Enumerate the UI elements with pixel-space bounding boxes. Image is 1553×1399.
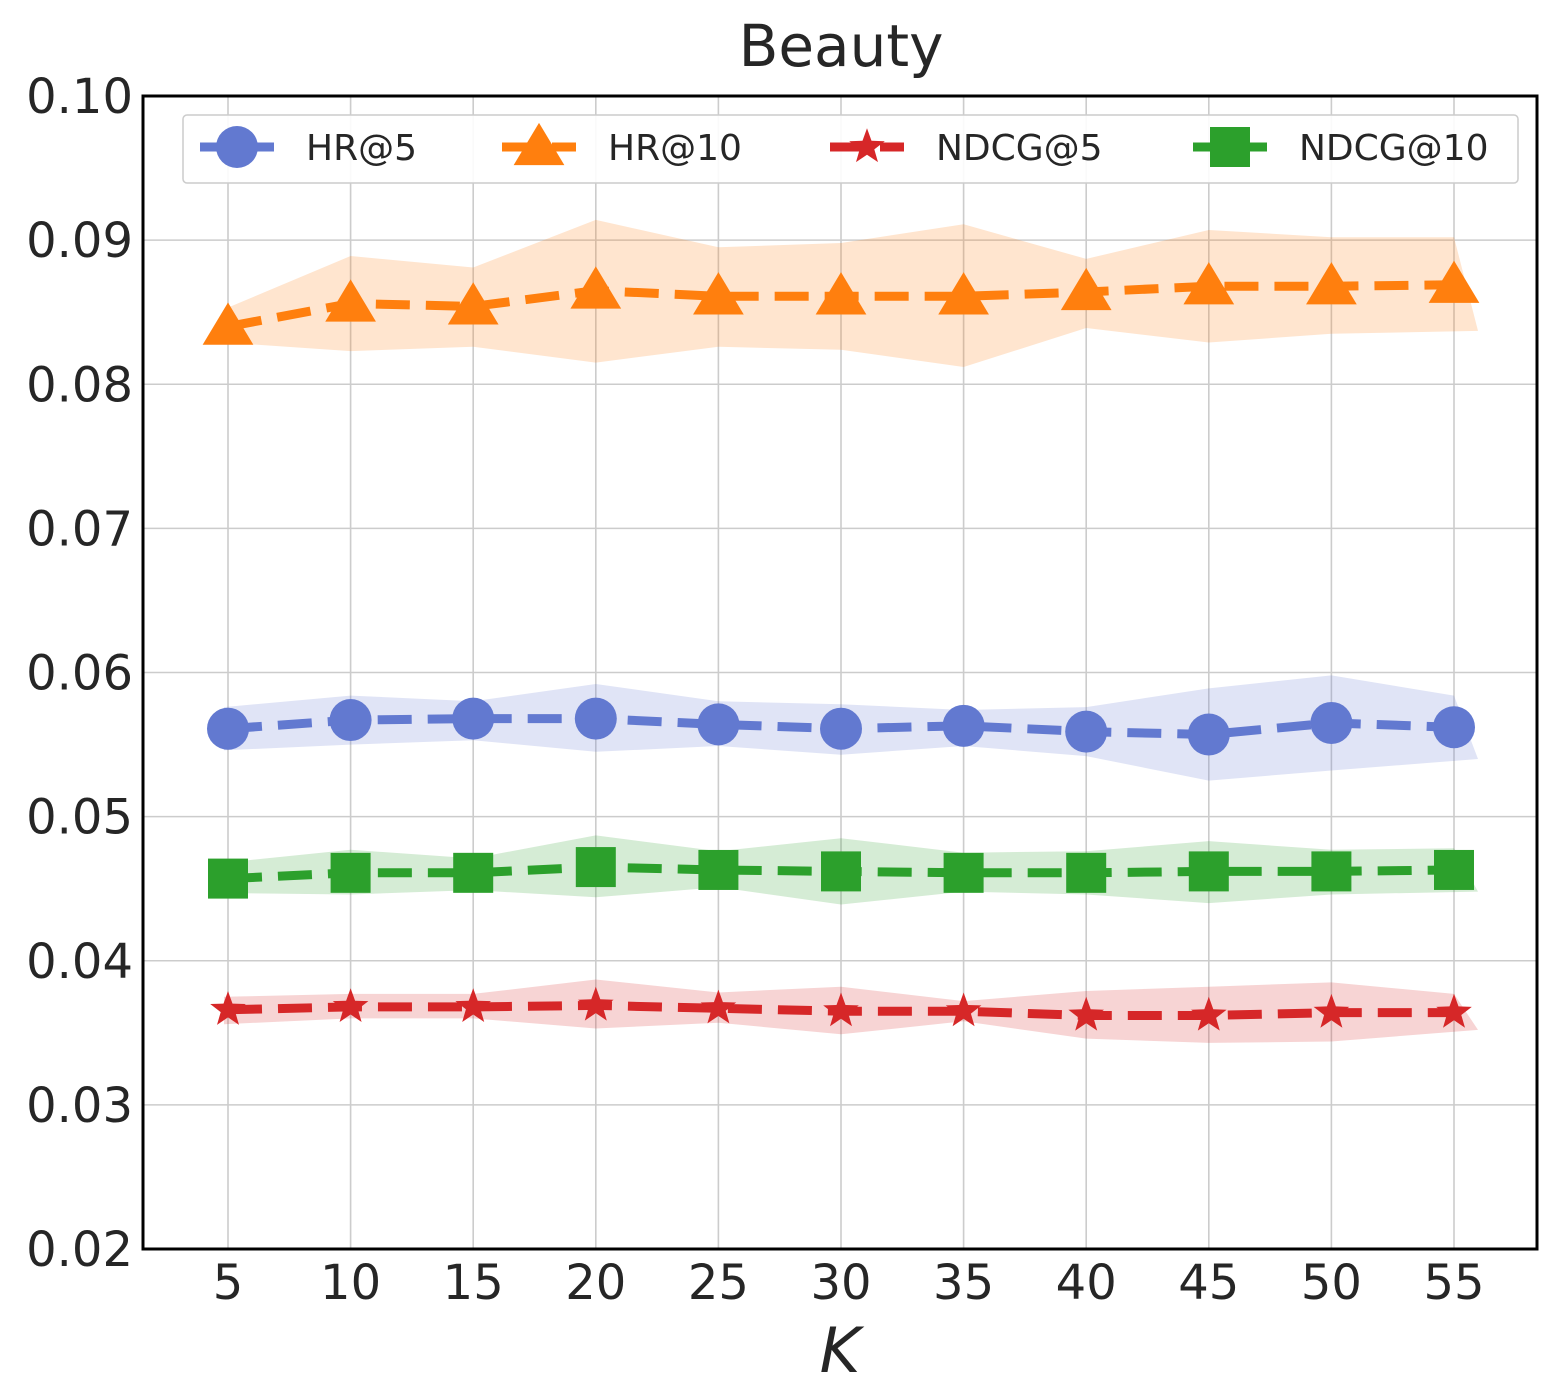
legend-marker-ndcg-10 [1210, 127, 1250, 167]
point-ndcg-10 [330, 852, 371, 893]
point-hr-10 [815, 272, 867, 315]
point-hr-10 [1306, 262, 1357, 305]
point-hr-5 [452, 697, 495, 740]
series-markers [202, 260, 1480, 1031]
x-tick-label: 40 [1056, 1255, 1117, 1311]
point-hr-10 [1183, 262, 1235, 305]
point-ndcg-10 [208, 858, 248, 899]
point-hr-5 [942, 704, 985, 747]
legend-label-hr-5: HR@5 [306, 128, 417, 169]
legend-marker-hr-5 [216, 126, 258, 168]
legend-marker-hr-10 [513, 122, 565, 166]
point-ndcg-5 [210, 991, 246, 1025]
legend-entry-ndcg-10: NDCG@10 [1193, 127, 1489, 169]
x-axis-label: K [820, 1314, 865, 1387]
y-tick-label: 0.06 [26, 646, 133, 702]
axes-frame [141, 94, 1539, 1251]
legend-entry-ndcg-5: NDCG@5 [830, 128, 1103, 169]
point-hr-10 [693, 272, 744, 315]
point-ndcg-10 [821, 851, 861, 892]
x-tick-label: 20 [565, 1255, 626, 1311]
point-hr-5 [820, 707, 862, 750]
point-hr-5 [574, 697, 617, 740]
point-hr-10 [938, 272, 989, 315]
point-hr-5 [697, 703, 740, 746]
point-hr-10 [447, 282, 499, 325]
point-hr-5 [1187, 713, 1230, 756]
point-ndcg-5 [455, 988, 491, 1022]
x-tick-label: 45 [1178, 1255, 1239, 1311]
y-tick-label: 0.04 [26, 934, 133, 990]
point-ndcg-5 [945, 992, 982, 1027]
x-tick-label: 50 [1301, 1255, 1362, 1311]
point-ndcg-10 [698, 849, 739, 890]
legend-entry-hr-10: HR@10 [502, 122, 742, 169]
x-tick-label: 25 [688, 1255, 749, 1311]
y-tick-label: 0.07 [26, 501, 133, 557]
point-ndcg-10 [575, 847, 616, 888]
point-hr-5 [207, 707, 249, 750]
y-tick-label: 0.10 [26, 69, 133, 125]
point-hr-10 [325, 279, 376, 322]
x-tick-label: 30 [810, 1255, 871, 1311]
y-tick-label: 0.08 [26, 357, 133, 413]
legend-label-ndcg-10: NDCG@10 [1299, 128, 1489, 169]
legend-label-ndcg-5: NDCG@5 [936, 128, 1103, 169]
point-ndcg-5 [1436, 993, 1472, 1028]
y-tick-label: 0.05 [26, 790, 133, 846]
point-ndcg-5 [332, 988, 369, 1022]
point-ndcg-10 [1188, 851, 1229, 892]
point-ndcg-5 [1313, 993, 1350, 1028]
x-tick-label: 5 [213, 1255, 244, 1311]
x-tick-label: 55 [1423, 1255, 1484, 1311]
point-hr-10 [1428, 260, 1480, 303]
chart-title: Beauty [739, 12, 944, 80]
point-hr-10 [1060, 267, 1112, 311]
y-axis-ticks: 0.02 0.03 0.04 0.05 0.06 0.07 0.08 0.09 0.10 [26, 69, 133, 1278]
y-tick-label: 0.09 [26, 213, 133, 269]
point-hr-10 [202, 302, 254, 345]
confidence-bands [224, 219, 1478, 1043]
point-ndcg-5 [578, 986, 614, 1021]
point-hr-10 [570, 266, 622, 309]
x-axis-ticks: 5 10 15 20 25 30 35 40 45 50 55 [213, 1255, 1485, 1311]
legend-marker-ndcg-5 [849, 128, 885, 163]
point-hr-5 [1310, 701, 1353, 744]
point-ndcg-10 [943, 852, 984, 893]
point-hr-5 [329, 699, 372, 742]
legend-entry-hr-5: HR@5 [200, 126, 417, 169]
x-tick-label: 35 [933, 1255, 994, 1311]
y-tick-label: 0.02 [26, 1222, 133, 1278]
point-hr-5 [1433, 706, 1475, 749]
point-ndcg-10 [1066, 852, 1107, 893]
point-ndcg-10 [1434, 849, 1474, 890]
point-ndcg-10 [453, 852, 494, 893]
legend: HR@5 HR@10 NDCG@5 NDCG@10 [182, 114, 1519, 184]
point-ndcg-5 [1068, 996, 1104, 1031]
point-ndcg-10 [1311, 851, 1352, 892]
point-hr-5 [1065, 710, 1108, 753]
x-tick-label: 15 [443, 1255, 504, 1311]
x-tick-label: 10 [320, 1255, 381, 1311]
point-ndcg-5 [1191, 996, 1227, 1031]
point-ndcg-5 [823, 992, 859, 1027]
legend-label-hr-10: HR@10 [608, 128, 742, 169]
y-tick-label: 0.03 [26, 1078, 133, 1134]
point-ndcg-5 [700, 989, 737, 1024]
